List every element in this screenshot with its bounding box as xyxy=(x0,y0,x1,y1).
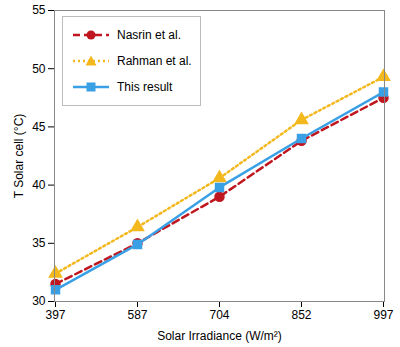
html-text:This result: This result xyxy=(117,80,173,94)
svg-text:T Solar cell (°C): T Solar cell (°C) xyxy=(12,114,26,199)
svg-text:40: 40 xyxy=(32,178,46,192)
svg-text:397: 397 xyxy=(45,308,65,322)
svg-text:704: 704 xyxy=(209,308,229,322)
svg-text:50: 50 xyxy=(32,62,46,76)
svg-text:35: 35 xyxy=(32,236,46,250)
svg-text:55: 55 xyxy=(32,3,46,17)
svg-text:Solar Irradiance (W/m²): Solar Irradiance (W/m²) xyxy=(157,329,282,343)
svg-text:852: 852 xyxy=(291,308,311,322)
svg-text:30: 30 xyxy=(32,294,46,308)
html-text:Nasrin et al.: Nasrin et al. xyxy=(117,28,181,42)
svg-text:587: 587 xyxy=(127,308,147,322)
html-text:Rahman et al.: Rahman et al. xyxy=(117,54,192,68)
svg-text:997: 997 xyxy=(373,308,393,322)
svg-text:45: 45 xyxy=(32,120,46,134)
